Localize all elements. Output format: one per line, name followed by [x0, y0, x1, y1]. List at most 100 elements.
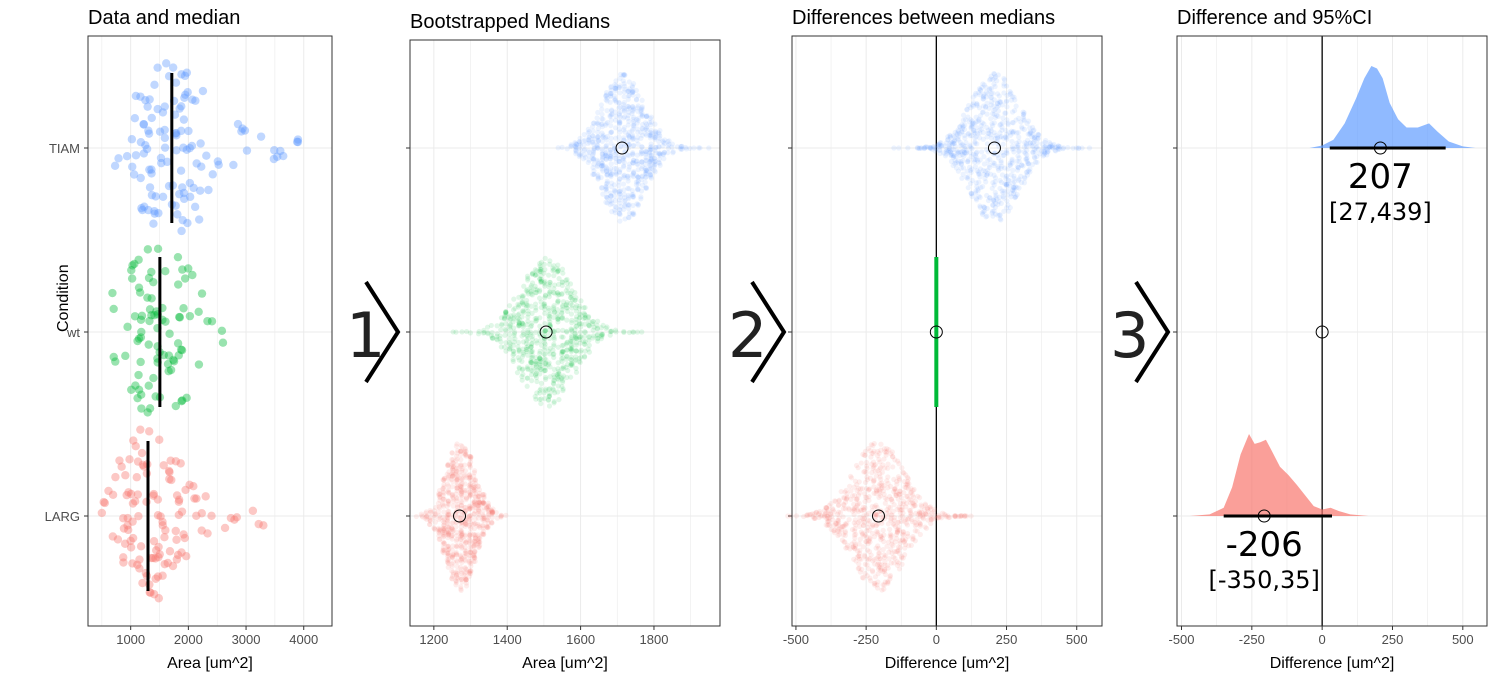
data-point	[100, 498, 109, 508]
bootstrap-point	[567, 281, 574, 287]
bootstrap-point	[1025, 131, 1031, 137]
bootstrap-point	[633, 182, 639, 188]
data-point	[182, 551, 191, 561]
bootstrap-point	[855, 465, 861, 471]
bootstrap-point	[634, 173, 640, 179]
bootstrap-point	[910, 500, 916, 506]
bootstrap-point	[586, 135, 592, 141]
bootstrap-point	[547, 314, 553, 320]
bootstrap-point	[647, 132, 654, 138]
bootstrap-point	[857, 507, 864, 513]
bootstrap-point	[590, 333, 597, 339]
bootstrap-point	[609, 111, 615, 117]
bootstrap-point	[529, 288, 535, 294]
bootstrap-point	[892, 549, 898, 555]
bootstrap-point	[679, 146, 685, 152]
bootstrap-point	[591, 171, 597, 177]
data-point	[293, 137, 303, 147]
bootstrap-point	[590, 319, 596, 325]
data-point	[155, 127, 165, 136]
bootstrap-point	[603, 167, 610, 173]
data-point	[158, 192, 168, 202]
bootstrap-point	[611, 182, 617, 188]
bootstrap-point	[643, 185, 649, 191]
bootstrap-point	[459, 329, 465, 335]
data-point	[128, 533, 138, 543]
bootstrap-point	[577, 303, 583, 309]
bootstrap-point	[541, 347, 547, 353]
bootstrap-point	[556, 291, 562, 298]
bootstrap-point	[838, 488, 844, 495]
bootstrap-point	[860, 575, 866, 581]
bootstrap-point	[510, 348, 517, 354]
data-point	[192, 159, 201, 168]
bootstrap-point	[662, 137, 668, 143]
bootstrap-point	[590, 321, 596, 327]
bootstrap-point	[582, 304, 588, 311]
bootstrap-point	[981, 82, 987, 88]
bootstrap-point	[551, 374, 557, 380]
bootstrap-point	[598, 331, 605, 337]
bootstrap-point	[625, 152, 631, 158]
data-point	[201, 492, 210, 501]
bootstrap-point	[559, 279, 566, 285]
bootstrap-point	[600, 154, 606, 160]
bootstrap-point	[805, 511, 811, 518]
bootstrap-point	[498, 327, 504, 333]
bootstrap-point	[965, 158, 971, 164]
bootstrap-point	[498, 339, 504, 345]
bootstrap-point	[878, 476, 884, 482]
data-point	[151, 392, 160, 401]
bootstrap-point	[532, 371, 539, 377]
bootstrap-point	[841, 523, 847, 529]
bootstrap-point	[554, 269, 560, 275]
bootstrap-point	[532, 315, 538, 322]
bootstrap-point	[635, 93, 641, 99]
data-point	[196, 139, 205, 148]
data-point	[151, 574, 160, 583]
data-point	[171, 457, 181, 466]
bootstrap-point	[608, 154, 614, 160]
bootstrap-point	[458, 483, 464, 490]
bootstrap-point	[993, 74, 999, 80]
bootstrap-point	[555, 377, 562, 383]
bootstrap-point	[633, 96, 640, 102]
bootstrap-point	[590, 318, 596, 325]
bootstrap-point	[538, 357, 544, 363]
bootstrap-point	[511, 316, 517, 322]
bootstrap-point	[617, 188, 623, 194]
bootstrap-point	[616, 84, 622, 91]
bootstrap-point	[608, 112, 615, 118]
bootstrap-point	[625, 173, 631, 179]
bootstrap-point	[560, 366, 566, 372]
bootstrap-point	[639, 113, 645, 119]
bootstrap-point	[511, 312, 517, 318]
bootstrap-point	[622, 109, 628, 115]
bootstrap-point	[546, 272, 552, 278]
bootstrap-point	[591, 141, 597, 147]
bootstrap-point	[551, 400, 557, 406]
bootstrap-point	[612, 327, 619, 333]
bootstrap-point	[515, 318, 521, 324]
bootstrap-point	[999, 172, 1006, 178]
bootstrap-point	[1086, 145, 1093, 151]
bootstrap-point	[515, 315, 521, 322]
bootstrap-point	[969, 132, 975, 139]
bootstrap-point	[629, 128, 635, 134]
bootstrap-point	[616, 189, 622, 195]
bootstrap-point	[519, 293, 525, 299]
bootstrap-point	[965, 174, 971, 180]
bootstrap-point	[595, 173, 601, 180]
bootstrap-point	[617, 83, 623, 89]
bootstrap-point	[607, 193, 614, 199]
bootstrap-point	[611, 165, 618, 171]
data-point	[150, 590, 159, 599]
bootstrap-point	[626, 134, 632, 140]
bootstrap-point	[463, 569, 469, 575]
bootstrap-point	[528, 355, 534, 361]
data-point	[175, 313, 185, 322]
bootstrap-point	[626, 205, 632, 212]
data-point	[119, 514, 128, 523]
bootstrap-point	[555, 319, 561, 325]
bootstrap-point	[551, 273, 557, 279]
